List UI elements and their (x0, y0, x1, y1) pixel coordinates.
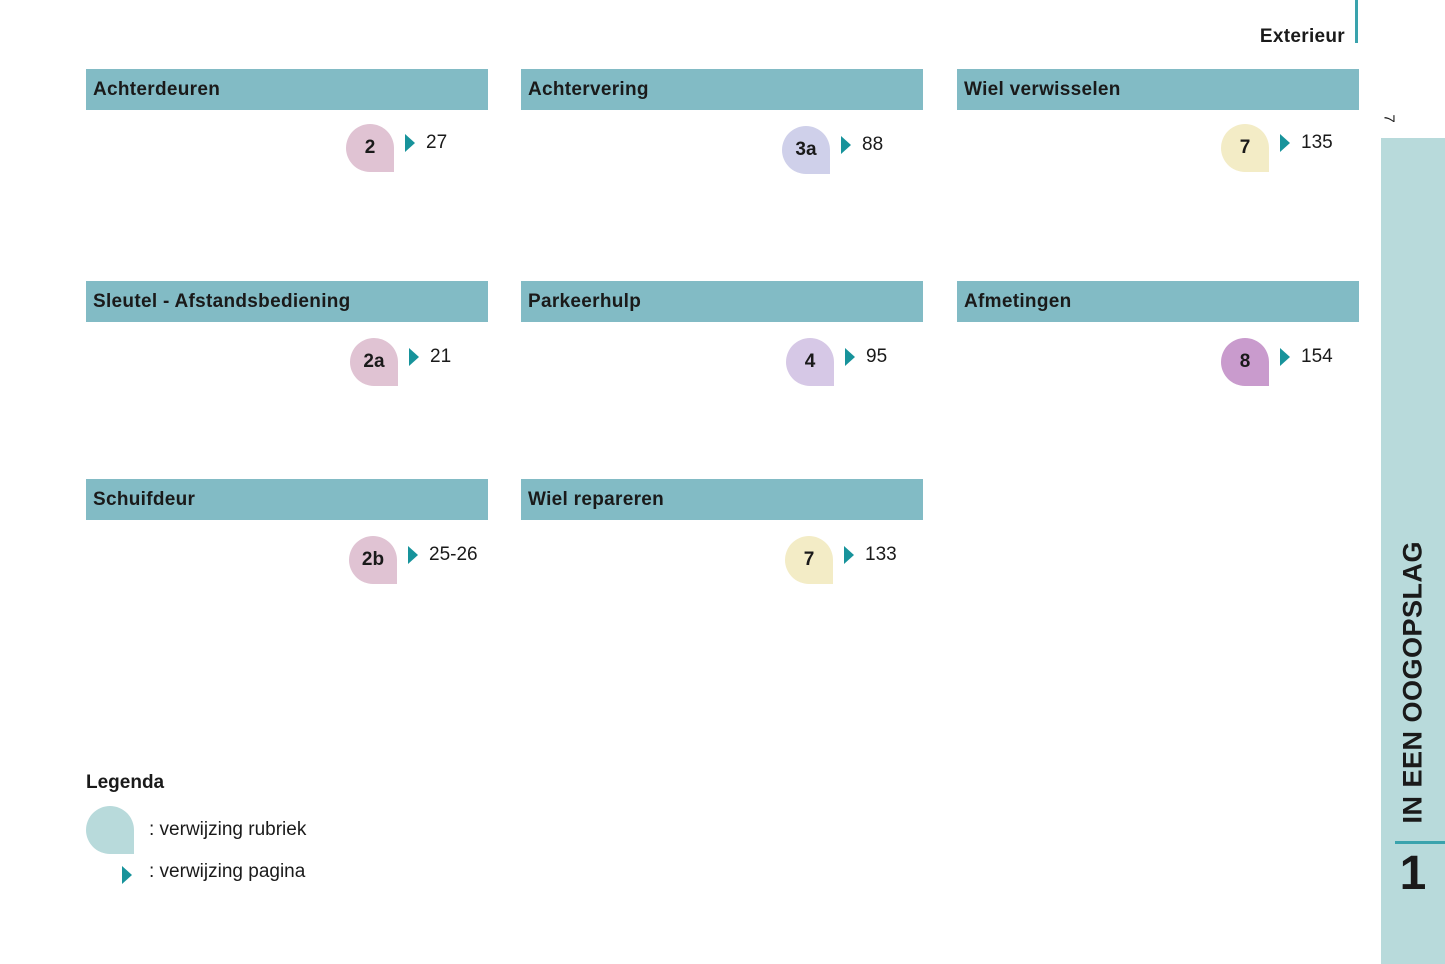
section-header: Schuifdeur (86, 479, 488, 520)
section-header: Parkeerhulp (521, 281, 923, 322)
reference[interactable]: 7 135 (1221, 124, 1333, 172)
section-wiel-verwisselen: Wiel verwisselen 7 135 (957, 69, 1359, 172)
legend-row-section: : verwijzing rubriek (86, 806, 306, 854)
page-ref: 21 (430, 346, 452, 367)
triangle-arrow-icon (1280, 348, 1290, 366)
page-number: 7 (1380, 114, 1398, 123)
legend-row-page: : verwijzing pagina (86, 860, 305, 884)
chapter-divider (1395, 841, 1445, 844)
page-ref: 25-26 (429, 544, 478, 565)
triangle-arrow-icon (845, 348, 855, 366)
section-ref: 2 (364, 137, 376, 158)
reference[interactable]: 3a 88 (782, 126, 883, 174)
section-header: Achtervering (521, 69, 923, 110)
section-ref: 3a (795, 139, 817, 160)
reference[interactable]: 7 133 (785, 536, 897, 584)
teardrop-icon: 2a (350, 338, 398, 386)
triangle-arrow-icon (841, 136, 851, 154)
section-ref: 7 (803, 549, 815, 570)
reference[interactable]: 2 27 (346, 124, 447, 172)
page-ref: 133 (865, 544, 897, 565)
section-header: Afmetingen (957, 281, 1359, 322)
reference[interactable]: 4 95 (786, 338, 887, 386)
teardrop-icon: 7 (785, 536, 833, 584)
chapter-tab[interactable]: IN EEN OOGOPSLAG 1 (1381, 138, 1445, 964)
teardrop-icon: 7 (1221, 124, 1269, 172)
section-ref: 7 (1239, 137, 1251, 158)
section-title: Exterieur (1259, 26, 1345, 47)
section-header: Wiel repareren (521, 479, 923, 520)
section-schuifdeur: Schuifdeur 2b 25-26 (86, 479, 488, 584)
section-header: Achterdeuren (86, 69, 488, 110)
triangle-arrow-icon (405, 134, 415, 152)
teardrop-icon: 4 (786, 338, 834, 386)
teardrop-icon (86, 806, 134, 854)
page-ref: 135 (1301, 132, 1333, 153)
legend: Legenda : verwijzing rubriek : verwijzin… (86, 772, 306, 884)
section-ref: 8 (1239, 351, 1251, 372)
triangle-arrow-icon (408, 546, 418, 564)
section-header: Sleutel - Afstandsbediening (86, 281, 488, 322)
teardrop-icon: 2 (346, 124, 394, 172)
triangle-arrow-icon (1280, 134, 1290, 152)
section-achtervering: Achtervering 3a 88 (521, 69, 923, 174)
header-rule (1355, 0, 1358, 43)
chapter-number: 1 (1399, 847, 1427, 900)
triangle-arrow-icon (409, 348, 419, 366)
section-ref: 4 (804, 351, 816, 372)
teardrop-icon: 2b (349, 536, 397, 584)
section-ref: 2a (363, 351, 385, 372)
section-achterdeuren: Achterdeuren 2 27 (86, 69, 488, 172)
section-afmetingen: Afmetingen 8 154 (957, 281, 1359, 386)
reference[interactable]: 2a 21 (350, 338, 451, 386)
page-ref: 27 (426, 132, 448, 153)
page-ref: 154 (1301, 346, 1333, 367)
legend-title: Legenda (86, 772, 165, 793)
legend-label: : verwijzing rubriek (149, 819, 307, 840)
section-ref: 2b (361, 549, 385, 570)
teardrop-icon: 3a (782, 126, 830, 174)
reference[interactable]: 8 154 (1221, 338, 1333, 386)
section-wiel-repareren: Wiel repareren 7 133 (521, 479, 923, 584)
page-ref: 95 (866, 346, 888, 367)
triangle-arrow-icon (844, 546, 854, 564)
page-ref: 88 (862, 134, 884, 155)
chapter-title: IN EEN OOGOPSLAG (1397, 541, 1428, 824)
legend-label: : verwijzing pagina (149, 861, 306, 882)
reference[interactable]: 2b 25-26 (349, 536, 478, 584)
teardrop-icon: 8 (1221, 338, 1269, 386)
section-parkeerhulp: Parkeerhulp 4 95 (521, 281, 923, 386)
triangle-arrow-icon (122, 866, 132, 884)
section-header: Wiel verwisselen (957, 69, 1359, 110)
section-sleutel: Sleutel - Afstandsbediening 2a 21 (86, 281, 488, 386)
